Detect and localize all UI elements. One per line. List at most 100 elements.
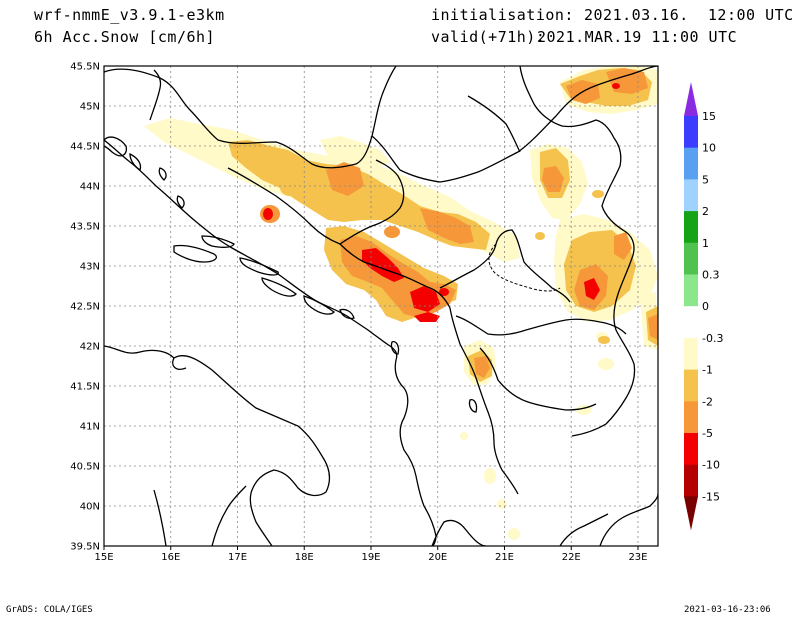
init-value: 2021.03.16. 12:00 UTC [584,6,794,24]
lon-tick-label: 15E [94,552,113,563]
snow-light-spot [497,499,507,509]
colorbar-swatch [684,116,698,149]
lat-tick-label: 41.5N [70,382,100,393]
snow-orange-bg [614,232,632,260]
bulgaria-border [571,257,636,437]
colorbar-label: -10 [702,459,720,472]
snow-yellow-band [228,140,490,250]
graticule [104,66,658,546]
map-frame [103,65,659,547]
serbia-north-border [371,66,658,183]
island-9 [339,308,355,320]
gargano [172,357,187,370]
danube [467,95,521,153]
longitude-axis: 15E 16E 17E 18E 19E 20E 21E 22E 23E [94,546,647,563]
island-8 [129,152,142,172]
grads-credit: GrADS: COLA/IGES [6,605,93,615]
lake-scutari [390,340,400,355]
lon-tick-label: 19E [361,552,380,563]
colorbar-label: 5 [702,173,709,186]
lon-tick-label: 20E [428,552,447,563]
latitude-axis: 45.5N 45N 44.5N 44N 43.5N 43N 42.5N 42N 41.5N 41N… [70,62,100,553]
colorbar-swatch [684,306,698,339]
albania-coast [394,359,437,546]
lake-ohrid [468,398,478,413]
lat-tick-label: 42N [80,342,100,353]
snow-yellow-spot [592,190,604,198]
render-timestamp: 2021-03-16-23:06 [684,605,771,615]
kosovo-border [439,229,571,303]
lat-tick-label: 44N [80,182,100,193]
snow-orange-mk [474,356,490,378]
north-macedonia-border [455,315,627,336]
colorbar-swatch [684,242,698,275]
croatia-border-north [104,66,397,169]
lat-tick-label: 43N [80,262,100,273]
colorbar-label: 0.3 [702,269,720,282]
lon-tick-label: 16E [161,552,180,563]
colorbar-top-arrow [684,82,698,116]
colorbar-swatch [684,179,698,212]
snow-yellow-spot [280,180,300,196]
italy-gulf [153,489,167,546]
greece-border-north [479,347,597,411]
colorbar-label: 10 [702,142,716,155]
lat-tick-label: 42.5N [70,302,100,313]
colorbar-swatch [684,433,698,466]
snow-red-me1 [362,248,404,282]
snow-red-me3 [414,312,440,322]
snow-red-me2 [410,286,440,312]
valid-value: 2021.MAR.19 11:00 UTC [537,28,738,46]
kosovo-dashed [488,243,561,292]
greece-coast [431,519,487,546]
snow-red-spot [612,83,620,89]
colorbar-swatch [684,337,698,371]
colorbar-swatch [684,274,698,307]
lat-tick-label: 39.5N [70,542,100,553]
istria [104,136,128,157]
lon-tick-label: 18E [295,552,314,563]
colorbar-swatch [684,211,698,244]
snow-red-spot [263,208,273,220]
snow-red-east [584,278,600,300]
snow-light-spot [484,468,496,484]
snow-light-spot [598,358,614,370]
island-1 [173,244,218,263]
init-label: initialisation: [431,6,574,24]
colorbar-label: -2 [702,395,713,408]
snow-light-spot [460,432,468,440]
colorbar-label: -1 [702,364,713,377]
lon-tick-label: 17E [228,552,247,563]
variable-title: 6h Acc.Snow [cm/6h] [34,28,216,46]
colorbar-label: -15 [702,490,720,503]
island-4 [261,277,297,297]
lat-tick-label: 40.5N [70,462,100,473]
lon-tick-label: 22E [562,552,581,563]
snow-yellow-spot [535,232,545,240]
snow-light-north [320,136,390,170]
colorbar-swatch [684,401,698,434]
danube2 [519,66,635,259]
lat-tick-label: 45.5N [70,62,100,73]
lat-tick-label: 45N [80,102,100,113]
lat-tick-label: 44.5N [70,142,100,153]
colorbar-label: 0 [702,300,709,313]
lon-tick-label: 21E [495,552,514,563]
greece-thermaikos [559,513,609,546]
italy-instep [211,485,247,546]
snow-yellow-spot [598,336,610,344]
island-5 [303,295,335,315]
colorbar: 15 10 5 2 1 0.3 0 -0.3 -1 -2 -5 -10 -15 [684,82,723,531]
colorbar-label: 1 [702,237,709,250]
colorbar-swatch [684,369,698,402]
valid-label: valid(+71h): [431,28,546,46]
colorbar-bottom-arrow [684,496,698,531]
island-3 [239,257,279,276]
island-7 [176,195,185,209]
italy-coast [104,345,331,546]
slovenia-border [149,69,162,121]
colorbar-label: -5 [702,427,713,440]
island-2 [201,235,235,248]
montenegro-border [339,243,451,309]
